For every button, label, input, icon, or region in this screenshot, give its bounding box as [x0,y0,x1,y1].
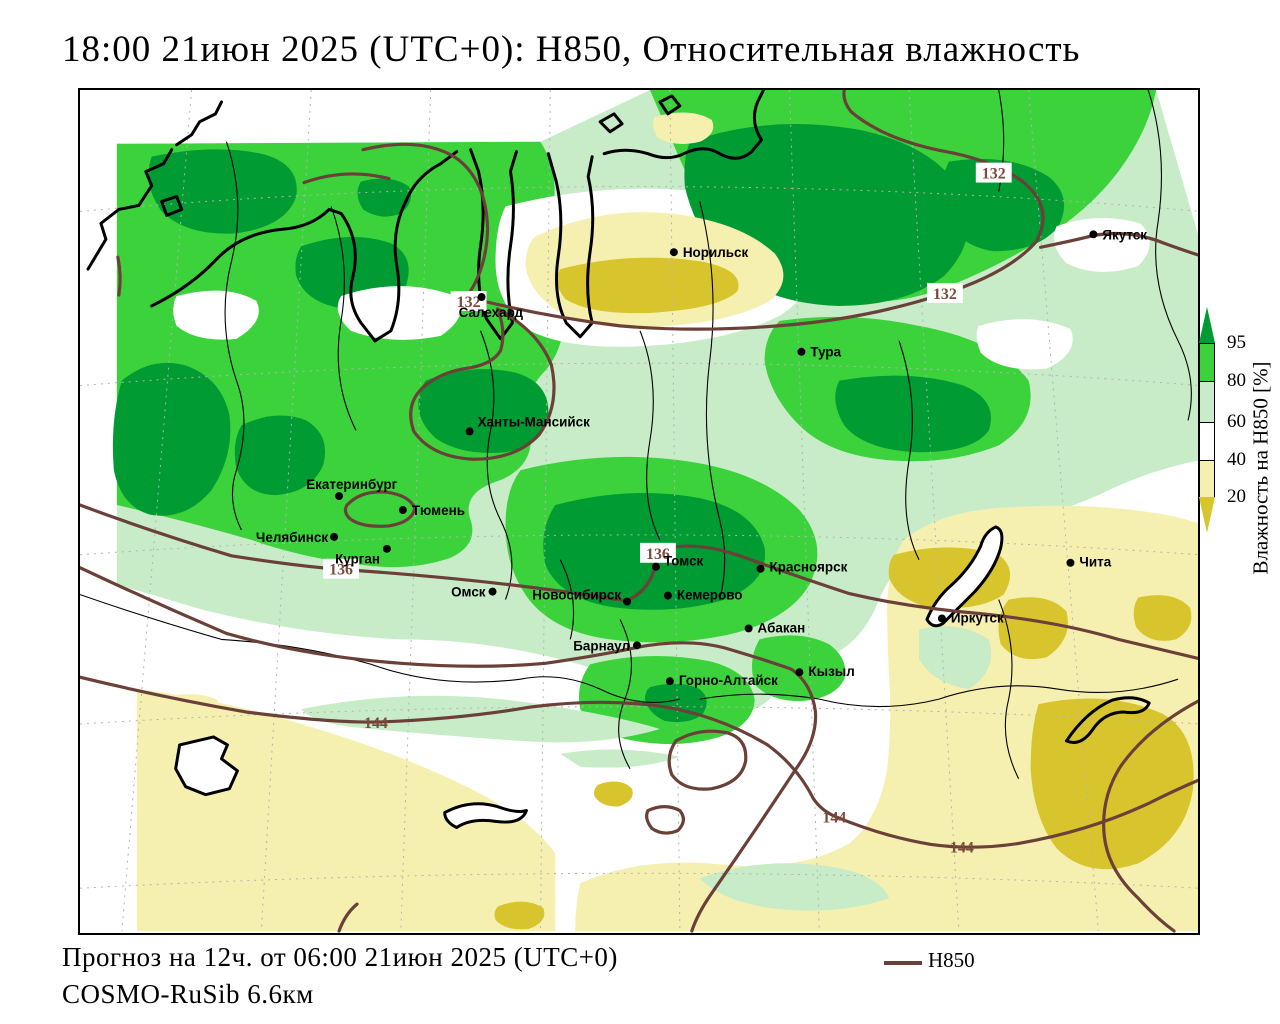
svg-text:Екатеринбург: Екатеринбург [306,477,397,492]
contour-label: 132 [450,291,487,311]
svg-text:Новосибирск: Новосибирск [532,588,621,603]
contour-label: 144 [950,839,974,856]
city-barnaul: Барнаул [573,638,641,653]
taz-estuary [546,152,595,339]
colorbar-tick-60: 60 [1227,411,1246,432]
city-tura: Тура [797,345,842,360]
city-yekaterinburg: Екатеринбург [306,477,398,501]
city-salekhard: Салехард [459,293,524,320]
svg-text:Чита: Чита [1079,555,1111,570]
contour-144 [80,675,1198,849]
map-canvas: 132 132 132 136 136 144 144 144 Норильск… [78,88,1200,935]
lake-baikal [925,525,1004,628]
contour-label: 132 [926,283,963,303]
novaya-zemlya-coast [86,148,174,271]
contour-label: 136 [639,542,676,563]
svg-text:Тюмень: Тюмень [412,503,465,518]
city-novosibirsk: Новосибирск [532,588,632,606]
contour-label: 144 [364,715,388,732]
model-info: COSMO-RuSib 6.6км [62,979,314,1009]
svg-text:Норильск: Норильск [683,245,749,260]
svg-text:132: 132 [933,286,957,303]
svg-text:Омск: Омск [451,585,486,600]
contour-132 [465,90,1045,331]
city-gorno-altaysk: Горно-Алтайск [665,673,778,688]
humidity-field [112,90,1198,932]
svg-text:Иркутск: Иркутск [951,610,1004,625]
colorbar-tick-20: 20 [1227,486,1246,507]
graticule-grid [80,90,1198,932]
contour-label: 132 [975,162,1012,183]
svg-text:132: 132 [457,294,481,311]
svg-text:Абакан: Абакан [758,620,806,635]
city-yakutsk: Якутск [1089,227,1147,242]
colorbar-seg-80-95 [1199,343,1215,382]
city-omsk: Омск [451,585,497,600]
h850-legend-label: H850 [928,948,975,972]
svg-text:Курган: Курган [335,552,380,567]
svg-text:Красноярск: Красноярск [770,560,848,575]
h850-legend-line [884,961,922,965]
svg-text:Томск: Томск [664,554,704,569]
svg-text:136: 136 [646,546,670,563]
colorbar-arrow-bottom [1199,497,1215,533]
city-khanty-mansiysk: Ханты-Мансийск [465,414,591,436]
svg-text:Кызыл: Кызыл [808,664,854,679]
city-kyzyl: Кызыл [795,664,855,679]
contour-label: 136 [323,558,360,579]
city-chita: Чита [1066,555,1112,570]
city-krasnoyarsk: Красноярск [756,560,848,575]
city-irkutsk: Иркутск [937,610,1004,625]
svg-text:Челябинск: Челябинск [256,530,328,545]
page-title: 18:00 21июн 2025 (UTC+0): H850, Относите… [62,29,1081,70]
city-kurgan: Курган [335,544,391,567]
city-chelyabinsk: Челябинск [256,530,339,545]
svg-text:Якутск: Якутск [1102,227,1147,242]
svg-text:Ханты-Мансийск: Ханты-Мансийск [478,414,591,429]
forecast-info: Прогноз на 12ч. от 06:00 21июн 2025 (UTC… [62,942,618,972]
svg-text:144: 144 [822,810,846,827]
city-norilsk: Норильск [669,245,749,260]
contour-label: 144 [822,810,846,827]
svg-text:Горно-Алтайск: Горно-Алтайск [679,673,778,688]
h850-contours [80,90,1198,933]
contour-value-labels: 132 132 132 136 136 144 144 144 [323,162,1012,856]
svg-text:136: 136 [329,562,353,579]
yamal-coast [373,150,459,343]
city-kemerovo: Кемерово [663,588,743,603]
city-abakan: Абакан [744,620,806,635]
kazakh-lake [174,735,239,797]
svg-text:Барнаул: Барнаул [573,638,630,653]
svg-text:Кемерово: Кемерово [677,588,743,603]
colorbar-seg-60-80 [1199,381,1215,423]
svg-text:Салехард: Салехард [459,305,524,320]
contour-140 [80,566,818,933]
svg-text:144: 144 [364,715,388,732]
colorbar-seg-20-40 [1199,460,1215,498]
city-tyumen: Тюмень [398,503,465,518]
colorbar-tick-40: 40 [1227,449,1246,470]
colorbar-tick-80: 80 [1227,370,1246,391]
colorbar-tick-95: 95 [1227,332,1246,353]
svg-text:Тура: Тура [810,345,841,360]
svg-text:144: 144 [950,839,974,856]
svg-text:132: 132 [982,166,1006,183]
humidity-map: 132 132 132 136 136 144 144 144 Норильск… [80,90,1198,933]
colorbar-seg-40-60 [1199,422,1215,461]
ob-estuary [469,148,518,341]
city-tomsk: Томск [651,554,704,571]
colorbar-axis-label: Влажность на H850 [%] [1248,361,1273,575]
colorbar-arrow-top [1199,307,1215,343]
coastlines [86,90,1151,829]
city-markers: Норильск Якутск Салехард Тура Ханты-Манс… [256,227,1147,688]
